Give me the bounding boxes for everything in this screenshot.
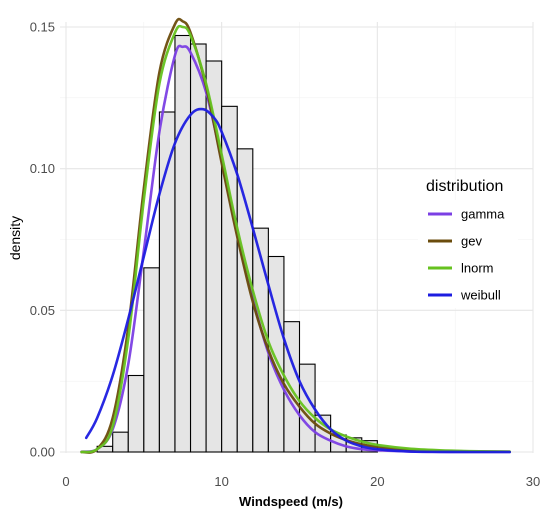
legend-title: distribution [426,178,503,195]
y-tick-label: 0.10 [30,161,55,176]
legend-label: gev [461,234,482,249]
x-tick-label: 10 [214,474,228,489]
legend-label: weibull [460,288,501,303]
histogram-bar [221,105,238,453]
y-axis-title: density [7,216,23,260]
histogram-bar [127,374,145,453]
legend-item-gev: gev [428,234,482,249]
y-tick-label: 0.05 [30,303,55,318]
legend-label: gamma [461,207,505,222]
x-axis-title: Windspeed (m/s) [239,494,343,509]
y-tick-label: 0.15 [30,20,55,35]
histogram-bar [174,34,192,453]
legend-item-weibull: weibull [428,288,501,303]
histogram [96,34,378,453]
legend: distribution gamma gev lnorm weibull [418,178,518,308]
x-tick-label: 30 [526,474,540,489]
legend-item-gamma: gamma [428,207,505,222]
legend-label: lnorm [461,261,494,276]
density-curves [80,17,511,454]
curve-lnorm [80,24,511,454]
legend-background [418,200,518,308]
x-tick-label: 20 [370,474,384,489]
histogram-bar [236,148,254,453]
curve-weibull [84,107,511,454]
x-tick-label: 0 [62,474,69,489]
y-tick-label: 0.00 [30,445,55,460]
axes: 0 10 20 30 0.00 0.05 0.10 0.15 [30,20,541,490]
histogram-bar [112,431,129,453]
histogram-bar [189,43,207,453]
legend-item-lnorm: lnorm [428,261,494,276]
histogram-bar [143,267,160,453]
